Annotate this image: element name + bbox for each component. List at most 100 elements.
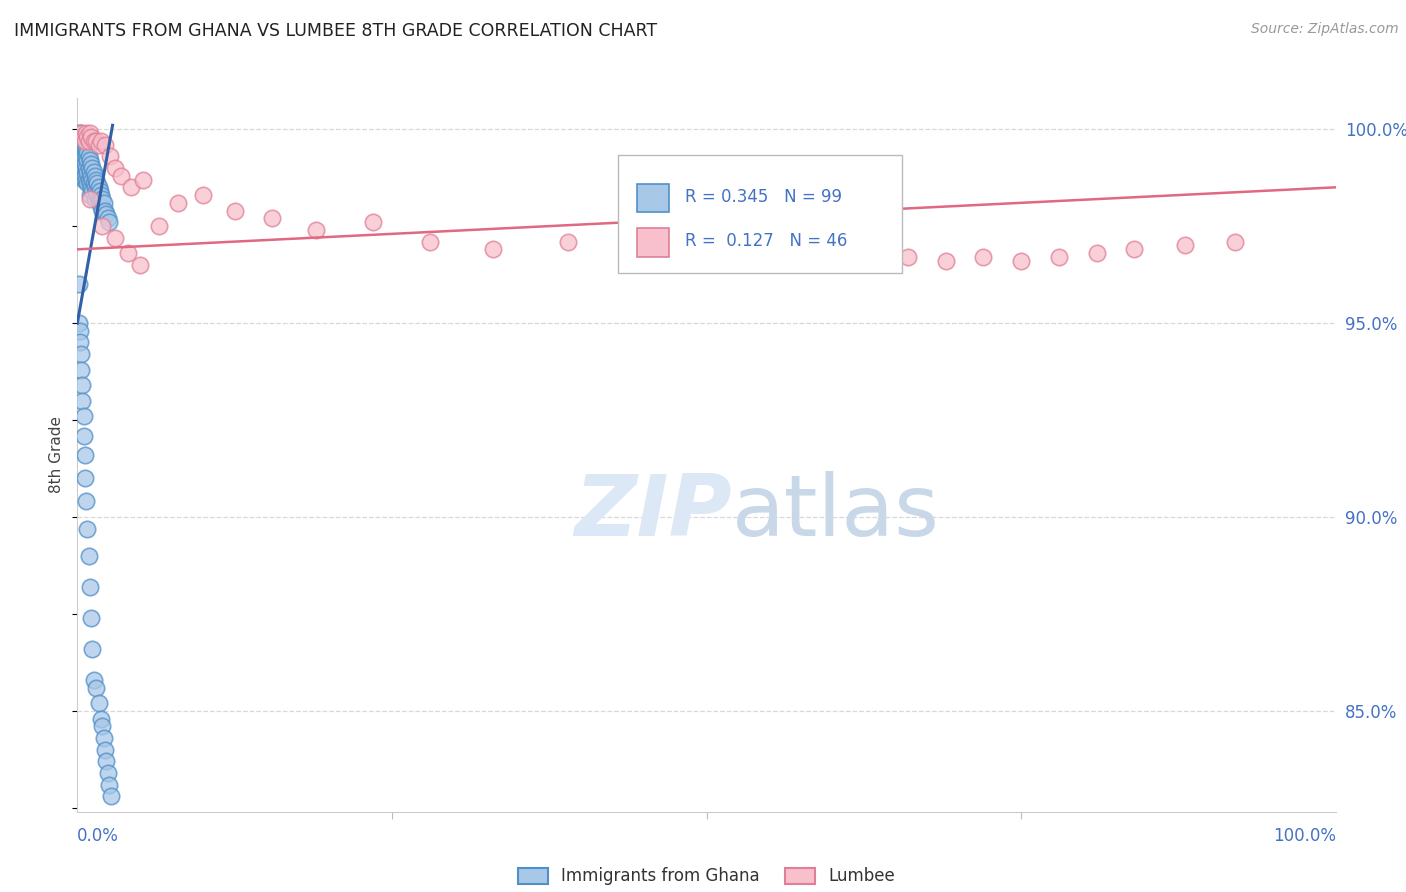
Point bbox=[132, 172, 155, 186]
Point bbox=[76, 177, 98, 191]
Point bbox=[84, 169, 107, 183]
Point bbox=[82, 161, 104, 175]
Point bbox=[72, 169, 94, 183]
Point bbox=[97, 215, 120, 229]
Point bbox=[76, 522, 98, 536]
Point bbox=[77, 134, 100, 148]
Point bbox=[79, 580, 101, 594]
Point bbox=[70, 142, 93, 156]
Point bbox=[90, 712, 112, 726]
Point bbox=[69, 149, 91, 163]
Point bbox=[97, 778, 120, 792]
Point bbox=[69, 137, 91, 152]
Point bbox=[70, 169, 93, 183]
Point bbox=[91, 219, 114, 233]
Point bbox=[72, 161, 94, 175]
Point bbox=[84, 172, 107, 186]
Point bbox=[633, 238, 655, 252]
Point bbox=[67, 316, 90, 330]
Point bbox=[224, 203, 246, 218]
Point bbox=[83, 134, 105, 148]
Point bbox=[72, 409, 94, 424]
Text: atlas: atlas bbox=[731, 470, 939, 554]
Point bbox=[80, 611, 103, 625]
Point bbox=[70, 157, 93, 171]
Point bbox=[67, 134, 90, 148]
Point bbox=[80, 129, 103, 144]
Point bbox=[73, 448, 96, 462]
Point bbox=[96, 766, 118, 780]
Point bbox=[84, 192, 107, 206]
Point bbox=[82, 641, 104, 656]
Point bbox=[80, 180, 103, 194]
Point bbox=[67, 277, 90, 292]
Point bbox=[148, 219, 170, 233]
Point bbox=[419, 235, 441, 249]
Point bbox=[120, 180, 142, 194]
Y-axis label: 8th Grade: 8th Grade bbox=[49, 417, 65, 493]
Point bbox=[72, 134, 94, 148]
Text: Source: ZipAtlas.com: Source: ZipAtlas.com bbox=[1251, 22, 1399, 37]
Point bbox=[91, 192, 114, 206]
FancyBboxPatch shape bbox=[619, 155, 901, 273]
Point bbox=[89, 184, 111, 198]
Point bbox=[191, 188, 215, 202]
Point bbox=[75, 126, 97, 140]
Point bbox=[72, 145, 94, 160]
Text: IMMIGRANTS FROM GHANA VS LUMBEE 8TH GRADE CORRELATION CHART: IMMIGRANTS FROM GHANA VS LUMBEE 8TH GRAD… bbox=[14, 22, 657, 40]
Point bbox=[70, 126, 93, 140]
Point bbox=[84, 134, 107, 148]
Point bbox=[87, 180, 110, 194]
Point bbox=[79, 192, 101, 206]
Point bbox=[1223, 235, 1246, 249]
Point bbox=[77, 161, 100, 175]
FancyBboxPatch shape bbox=[637, 228, 669, 257]
Point bbox=[1085, 246, 1108, 260]
Point bbox=[83, 673, 105, 687]
Point bbox=[76, 129, 98, 144]
Point bbox=[72, 172, 94, 186]
Point bbox=[897, 250, 920, 264]
Point bbox=[262, 211, 284, 226]
Point bbox=[72, 428, 94, 442]
Point bbox=[79, 126, 101, 140]
Point bbox=[77, 149, 100, 163]
Point bbox=[167, 195, 190, 210]
Text: 100.0%: 100.0% bbox=[1272, 827, 1336, 846]
Point bbox=[72, 393, 94, 408]
Text: R = 0.345   N = 99: R = 0.345 N = 99 bbox=[685, 188, 842, 206]
Point bbox=[90, 134, 112, 148]
Point bbox=[75, 161, 97, 175]
Point bbox=[70, 362, 93, 376]
Point bbox=[73, 169, 96, 183]
Point bbox=[1174, 238, 1197, 252]
Point bbox=[1123, 243, 1146, 257]
Point bbox=[557, 235, 579, 249]
Text: 0.0%: 0.0% bbox=[77, 827, 120, 846]
Legend: Immigrants from Ghana, Lumbee: Immigrants from Ghana, Lumbee bbox=[517, 867, 896, 886]
Point bbox=[75, 494, 97, 508]
Point bbox=[73, 471, 96, 485]
Point bbox=[84, 184, 107, 198]
Point bbox=[84, 681, 107, 695]
Point bbox=[73, 145, 96, 160]
Point bbox=[77, 549, 100, 563]
Text: R =  0.127   N = 46: R = 0.127 N = 46 bbox=[685, 232, 848, 250]
Point bbox=[72, 129, 94, 144]
Point bbox=[69, 324, 91, 338]
Point bbox=[73, 137, 96, 152]
Point bbox=[82, 184, 104, 198]
Point bbox=[720, 246, 742, 260]
Point bbox=[76, 145, 98, 160]
Point bbox=[79, 188, 101, 202]
Point bbox=[67, 142, 90, 156]
Point bbox=[79, 153, 101, 168]
Point bbox=[77, 172, 100, 186]
Point bbox=[69, 335, 91, 350]
Point bbox=[305, 223, 328, 237]
Point bbox=[70, 149, 93, 163]
Point bbox=[84, 180, 107, 194]
Point bbox=[91, 719, 114, 733]
Point bbox=[1010, 254, 1032, 268]
Point bbox=[117, 246, 139, 260]
